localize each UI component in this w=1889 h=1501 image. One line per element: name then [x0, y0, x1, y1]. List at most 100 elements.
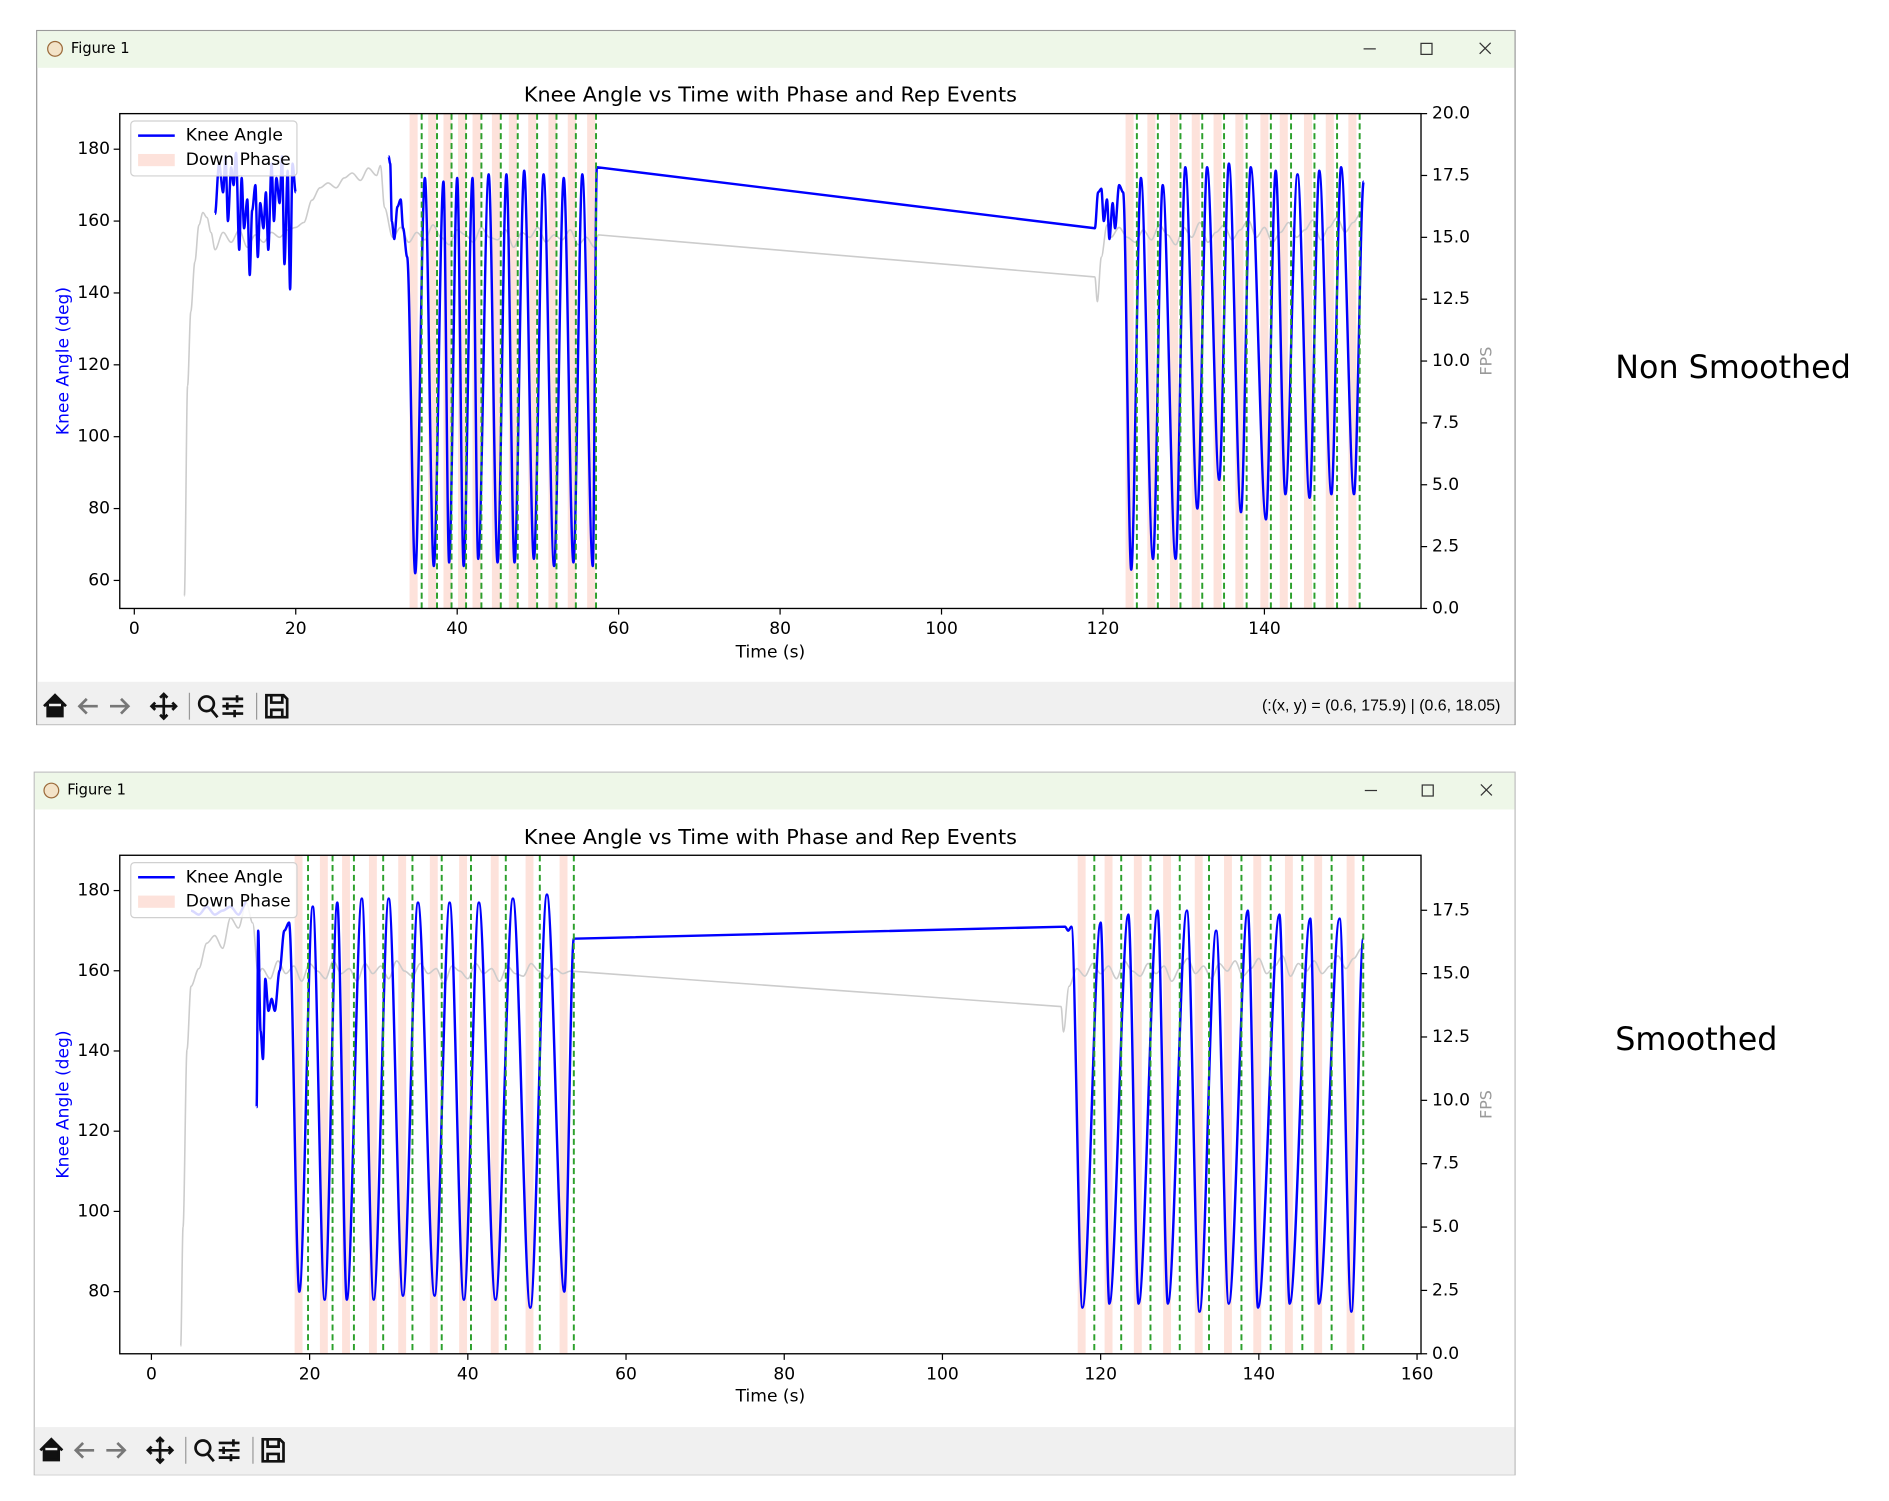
x-tick-label: 20 — [299, 1365, 321, 1385]
down-phase-span — [1147, 113, 1156, 609]
app-icon — [47, 40, 63, 57]
x-tick-label: 100 — [926, 1365, 959, 1385]
down-phase-span — [1314, 855, 1323, 1354]
y-tick-label: 80 — [88, 1282, 110, 1302]
y2-tick-label: 10.0 — [1432, 351, 1470, 371]
x-tick-label: 60 — [608, 619, 630, 639]
legend-label: Down Phase — [186, 150, 291, 170]
app-icon — [43, 782, 60, 799]
title-bar — [34, 772, 1515, 810]
window-title: Figure 1 — [71, 40, 130, 57]
y2-tick-label: 5.0 — [1432, 1217, 1459, 1237]
down-phase-span — [1163, 855, 1172, 1354]
maximize-button[interactable] — [1421, 784, 1434, 797]
back-button[interactable] — [77, 697, 98, 715]
y2-axis-label: FPS — [1476, 347, 1495, 376]
back-button[interactable] — [73, 1442, 95, 1459]
down-phase-span — [342, 855, 350, 1354]
chart: 0 20 40 60 80 100 120 140 60 80 100 120 140 160 180 0.0… — [54, 82, 1496, 662]
down-phase-span — [1224, 855, 1232, 1354]
down-phase-span — [294, 855, 303, 1354]
y2-tick-label: 0.0 — [1432, 1344, 1459, 1364]
down-phase-span — [368, 855, 377, 1354]
down-phase-span — [1213, 113, 1222, 609]
y-tick-label: 180 — [77, 881, 110, 901]
maximize-button[interactable] — [1420, 42, 1433, 55]
y-axis-label: Knee Angle (deg) — [54, 1030, 74, 1178]
x-tick-label: 0 — [146, 1365, 157, 1385]
y-tick-label: 180 — [77, 139, 110, 159]
x-tick-label: 40 — [457, 1365, 479, 1385]
y-tick-label: 100 — [77, 1201, 110, 1221]
caption: Non Smoothed — [1615, 350, 1851, 386]
pan-button[interactable] — [149, 692, 178, 721]
legend: Knee Angle Down Phase — [130, 861, 298, 919]
x-tick-label: 140 — [1248, 619, 1281, 639]
y-tick-label: 120 — [77, 1121, 110, 1141]
down-phase-span — [409, 113, 418, 609]
save-button[interactable] — [265, 693, 289, 719]
x-tick-label: 140 — [1243, 1365, 1276, 1385]
axes-frame — [119, 854, 1422, 1355]
y2-tick-label: 20.0 — [1432, 104, 1470, 124]
down-phase-span — [1133, 855, 1142, 1354]
x-tick-label: 0 — [129, 619, 140, 639]
down-phase-span — [559, 855, 568, 1354]
plot-area — [179, 855, 1365, 1354]
x-tick-label: 80 — [773, 1365, 795, 1385]
down-phase-span — [1191, 113, 1200, 609]
down-phase-span — [508, 113, 517, 609]
toolbar-icons — [39, 1436, 285, 1465]
y2-axis-label: FPS — [1476, 1090, 1495, 1119]
y-axis-label: Knee Angle (deg) — [54, 287, 74, 435]
caption: Smoothed — [1615, 1022, 1777, 1058]
x-axis-label: Time (s) — [735, 642, 806, 662]
down-phase-span — [525, 855, 534, 1354]
close-button[interactable] — [1480, 783, 1493, 796]
x-tick-label: 40 — [446, 619, 468, 639]
home-button[interactable] — [39, 1437, 64, 1462]
close-button[interactable] — [1479, 42, 1492, 55]
down-phase-span — [1346, 855, 1355, 1354]
down-phase-span — [1279, 113, 1288, 609]
home-button[interactable] — [43, 693, 67, 718]
configure-button[interactable] — [222, 695, 244, 718]
down-phase-span — [429, 855, 438, 1354]
toolbar — [34, 1427, 1515, 1475]
down-phase-span — [1194, 855, 1203, 1354]
y-tick-label: 140 — [77, 283, 110, 303]
down-phase-span — [548, 113, 557, 609]
y2-tick-label: 2.5 — [1432, 1280, 1459, 1300]
legend-label: Knee Angle — [186, 867, 283, 887]
legend-swatch — [138, 153, 175, 167]
y-tick-label: 100 — [77, 427, 110, 447]
down-phase-span — [1260, 113, 1269, 609]
down-phase-span — [491, 113, 500, 609]
y-tick-label: 160 — [77, 961, 110, 981]
pan-button[interactable] — [145, 1436, 175, 1465]
down-phase-span — [443, 113, 452, 609]
plot-area — [183, 113, 1365, 609]
title-bar — [37, 31, 1515, 68]
status-text: (:(x, y) = (0.6, 175.9) | (0.6, 18.05) — [1262, 697, 1500, 714]
down-phase-span — [1235, 113, 1244, 609]
forward-button[interactable] — [110, 697, 131, 715]
y-tick-label: 80 — [88, 499, 110, 519]
save-button[interactable] — [261, 1437, 285, 1463]
down-phase-span — [472, 113, 481, 609]
chart: 0 20 40 60 80 100 120 140 160 80 100 120 140 160 180 0.… — [54, 825, 1496, 1406]
down-phase-span — [528, 113, 537, 609]
configure-button[interactable] — [218, 1439, 240, 1462]
y2-tick-label: 15.0 — [1432, 227, 1470, 247]
toolbar-icons — [43, 692, 289, 721]
forward-button[interactable] — [106, 1442, 127, 1459]
zoom-button[interactable] — [197, 695, 219, 719]
y2-tick-label: 0.0 — [1432, 598, 1459, 618]
down-phase-span — [319, 855, 328, 1354]
chart-title: Knee Angle vs Time with Phase and Rep Ev… — [524, 82, 1017, 106]
down-phase-span — [1253, 855, 1262, 1354]
y2-tick-label: 5.0 — [1432, 475, 1459, 495]
zoom-button[interactable] — [194, 1439, 215, 1463]
y2-tick-label: 12.5 — [1432, 1027, 1470, 1047]
x-tick-label: 120 — [1087, 619, 1120, 639]
